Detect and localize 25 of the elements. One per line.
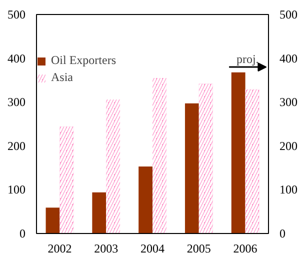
y-tick-label: 100 bbox=[8, 182, 26, 197]
bar bbox=[138, 166, 152, 234]
bar bbox=[184, 103, 199, 234]
y2-tick-label: 500 bbox=[280, 8, 298, 22]
x-tick-label: 2006 bbox=[233, 242, 258, 256]
x-tick-label: 2002 bbox=[48, 242, 72, 256]
x-tick-label: 2004 bbox=[140, 242, 164, 256]
y-tick-label: 400 bbox=[8, 51, 26, 66]
x-tick-label: 2003 bbox=[94, 242, 118, 256]
bar bbox=[92, 192, 106, 234]
annotation: proj. bbox=[236, 52, 259, 66]
y2-tick-label: 400 bbox=[280, 51, 298, 66]
y2-tick-label: 100 bbox=[280, 182, 298, 197]
legend-label: Oil Exporters bbox=[51, 53, 116, 68]
bar bbox=[46, 208, 60, 234]
y-tick-label: 200 bbox=[8, 138, 26, 153]
bar bbox=[231, 72, 246, 234]
legend-label: Asia bbox=[51, 70, 73, 85]
y-tick-label: 0 bbox=[20, 226, 26, 240]
x-tick-label: 2005 bbox=[186, 242, 211, 256]
y-tick-label: 300 bbox=[8, 95, 26, 110]
y2-tick-label: 0 bbox=[280, 226, 286, 240]
y2-tick-label: 200 bbox=[280, 138, 298, 153]
y-tick-label: 500 bbox=[8, 8, 26, 22]
y2-tick-label: 300 bbox=[280, 95, 298, 110]
